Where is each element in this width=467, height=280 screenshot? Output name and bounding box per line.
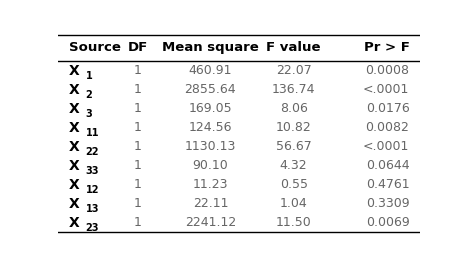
Text: 1: 1	[134, 159, 142, 172]
Text: 1: 1	[134, 122, 142, 134]
Text: X: X	[69, 159, 80, 173]
Text: F value: F value	[266, 41, 321, 54]
Text: 0.0008: 0.0008	[366, 64, 410, 78]
Text: 2: 2	[85, 90, 92, 100]
Text: X: X	[69, 216, 80, 230]
Text: 4.32: 4.32	[280, 159, 307, 172]
Text: 22.07: 22.07	[276, 64, 311, 78]
Text: 1: 1	[134, 83, 142, 96]
Text: 56.67: 56.67	[276, 140, 311, 153]
Text: 90.10: 90.10	[192, 159, 228, 172]
Text: X: X	[69, 197, 80, 211]
Text: 0.0644: 0.0644	[366, 159, 410, 172]
Text: X: X	[69, 102, 80, 116]
Text: 0.0069: 0.0069	[366, 216, 410, 229]
Text: 0.0082: 0.0082	[366, 122, 410, 134]
Text: 1: 1	[134, 178, 142, 191]
Text: 1.04: 1.04	[280, 197, 307, 210]
Text: X: X	[69, 83, 80, 97]
Text: <.0001: <.0001	[363, 140, 410, 153]
Text: Source: Source	[69, 41, 121, 54]
Text: 0.0176: 0.0176	[366, 102, 410, 115]
Text: 13: 13	[85, 204, 99, 214]
Text: 460.91: 460.91	[189, 64, 232, 78]
Text: 136.74: 136.74	[272, 83, 315, 96]
Text: X: X	[69, 140, 80, 154]
Text: X: X	[69, 64, 80, 78]
Text: DF: DF	[128, 41, 148, 54]
Text: 0.4761: 0.4761	[366, 178, 410, 191]
Text: 0.3309: 0.3309	[366, 197, 410, 210]
Text: X: X	[69, 121, 80, 135]
Text: 3: 3	[85, 109, 92, 119]
Text: <.0001: <.0001	[363, 83, 410, 96]
Text: 8.06: 8.06	[280, 102, 308, 115]
Text: 2855.64: 2855.64	[184, 83, 236, 96]
Text: 22.11: 22.11	[192, 197, 228, 210]
Text: 33: 33	[85, 165, 99, 176]
Text: 10.82: 10.82	[276, 122, 311, 134]
Text: 1: 1	[134, 140, 142, 153]
Text: 23: 23	[85, 223, 99, 232]
Text: 1: 1	[134, 64, 142, 78]
Text: 22: 22	[85, 147, 99, 157]
Text: 124.56: 124.56	[189, 122, 232, 134]
Text: 2241.12: 2241.12	[185, 216, 236, 229]
Text: 1: 1	[85, 71, 92, 81]
Text: 11: 11	[85, 128, 99, 138]
Text: X: X	[69, 178, 80, 192]
Text: Pr > F: Pr > F	[364, 41, 410, 54]
Text: 169.05: 169.05	[189, 102, 232, 115]
Text: 11.23: 11.23	[192, 178, 228, 191]
Text: Mean square: Mean square	[162, 41, 259, 54]
Text: 1: 1	[134, 216, 142, 229]
Text: 12: 12	[85, 185, 99, 195]
Text: 1: 1	[134, 102, 142, 115]
Text: 1130.13: 1130.13	[184, 140, 236, 153]
Text: 0.55: 0.55	[280, 178, 308, 191]
Text: 1: 1	[134, 197, 142, 210]
Text: 11.50: 11.50	[276, 216, 311, 229]
